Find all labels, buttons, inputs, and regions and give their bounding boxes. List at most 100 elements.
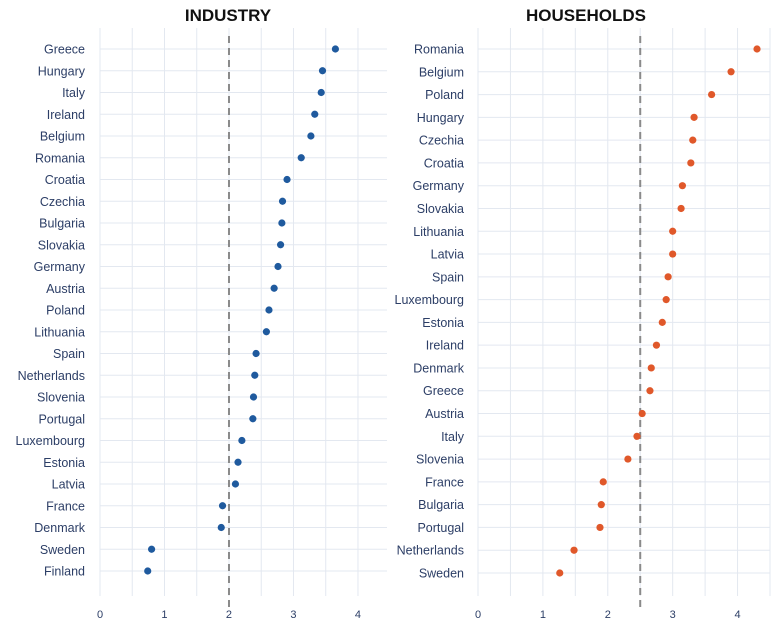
industry-x-tick-label: 1 <box>161 609 167 621</box>
households-data-point <box>599 478 607 486</box>
households-title: HOUSEHOLDS <box>526 6 646 25</box>
industry-category-label: Sweden <box>40 543 85 557</box>
industry-category-label: Ireland <box>47 108 85 122</box>
industry-data-point <box>331 45 340 53</box>
industry-data-point <box>311 110 319 118</box>
industry-data-point <box>251 371 259 379</box>
households-data-point <box>624 455 632 463</box>
industry-data-point <box>262 328 270 336</box>
industry-category-label: Finland <box>44 565 85 579</box>
households-category-label: Estonia <box>422 316 464 330</box>
industry-data-point <box>278 219 286 227</box>
industry-data-point <box>283 175 291 184</box>
households-category-label: Belgium <box>419 65 464 79</box>
households-data-point <box>556 569 564 577</box>
industry-category-label: Denmark <box>34 521 85 535</box>
households-category-label: Luxembourg <box>395 293 465 307</box>
households-x-tick-label: 0 <box>475 609 481 621</box>
households-data-point <box>669 227 677 235</box>
industry-data-point <box>238 436 246 445</box>
industry-data-point <box>307 132 315 140</box>
households-data-point <box>658 318 666 326</box>
industry-data-point <box>317 88 325 97</box>
industry-data-point <box>147 545 156 553</box>
households-category-label: Austria <box>425 407 464 421</box>
households-category-label: Bulgaria <box>418 498 464 512</box>
households-category-label: Denmark <box>413 361 464 375</box>
households-data-point <box>646 387 654 395</box>
households-data-point <box>677 204 685 213</box>
industry-category-label: Romania <box>35 151 85 165</box>
industry-title: INDUSTRY <box>185 6 272 25</box>
industry-category-label: Netherlands <box>18 369 85 383</box>
households-category-label: Croatia <box>424 156 464 170</box>
households-data-point <box>662 296 670 304</box>
industry-category-label: Latvia <box>52 478 85 492</box>
industry-category-label: Lithuania <box>34 325 85 339</box>
households-data-point <box>597 501 605 509</box>
industry-category-label: Croatia <box>45 173 85 187</box>
households-category-label: Ireland <box>426 339 464 353</box>
industry-category-label: Italy <box>62 86 86 100</box>
households-data-point <box>708 90 716 99</box>
households-category-label: Czechia <box>419 134 464 148</box>
households-x-tick-label: 3 <box>670 609 676 621</box>
industry-category-label: Slovakia <box>38 238 85 252</box>
industry-category-label: France <box>46 499 85 513</box>
households-data-point <box>633 432 641 440</box>
industry-data-point <box>234 458 242 466</box>
households-category-label: Slovenia <box>416 453 464 467</box>
households-category-label: France <box>425 475 464 489</box>
households-category-label: Lithuania <box>413 225 464 239</box>
households-category-label: Hungary <box>417 111 465 125</box>
industry-category-label: Bulgaria <box>39 217 85 231</box>
households-category-label: Italy <box>441 430 465 444</box>
households-x-tick-label: 4 <box>734 609 740 621</box>
households-category-label: Germany <box>413 179 465 193</box>
industry-data-point <box>270 284 278 292</box>
households-data-point <box>647 364 655 372</box>
industry-data-point <box>297 154 305 162</box>
industry-data-point <box>318 67 327 75</box>
households-x-tick-label: 1 <box>540 609 546 621</box>
industry-x-tick-label: 0 <box>97 609 103 621</box>
industry-data-point <box>252 349 260 358</box>
industry-category-label: Estonia <box>43 456 85 470</box>
households-data-point <box>727 68 735 76</box>
industry-category-label: Belgium <box>40 130 85 144</box>
industry-data-point <box>144 567 152 575</box>
households-category-label: Sweden <box>419 567 464 581</box>
households-x-tick-label: 2 <box>605 609 611 621</box>
households-data-point <box>678 182 687 190</box>
industry-category-label: Poland <box>46 304 85 318</box>
households-data-point <box>652 341 661 349</box>
industry-category-label: Portugal <box>38 412 85 426</box>
industry-category-label: Slovenia <box>37 391 85 405</box>
industry-data-point <box>265 306 273 314</box>
households-category-label: Slovakia <box>417 202 464 216</box>
industry-x-tick-label: 2 <box>226 609 232 621</box>
industry-data-point <box>231 480 240 488</box>
households-data-point <box>753 45 761 53</box>
industry-data-point <box>218 502 227 510</box>
households-data-point <box>690 113 698 121</box>
households-data-point <box>687 159 695 167</box>
households-category-label: Poland <box>425 88 464 102</box>
industry-category-label: Spain <box>53 347 85 361</box>
households-category-label: Romania <box>414 43 464 57</box>
industry-data-point <box>274 262 282 271</box>
industry-data-point <box>276 241 285 249</box>
households-category-label: Portugal <box>417 521 464 535</box>
industry-data-point <box>249 393 258 401</box>
households-category-label: Netherlands <box>397 544 464 558</box>
industry-category-label: Greece <box>44 43 85 57</box>
industry-category-label: Hungary <box>38 64 86 78</box>
households-category-label: Spain <box>432 270 464 284</box>
households-category-label: Latvia <box>431 248 464 262</box>
households-data-point <box>570 546 578 554</box>
industry-category-label: Germany <box>34 260 86 274</box>
industry-category-label: Austria <box>46 282 85 296</box>
industry-data-point <box>278 197 287 205</box>
industry-x-tick-label: 3 <box>290 609 296 621</box>
